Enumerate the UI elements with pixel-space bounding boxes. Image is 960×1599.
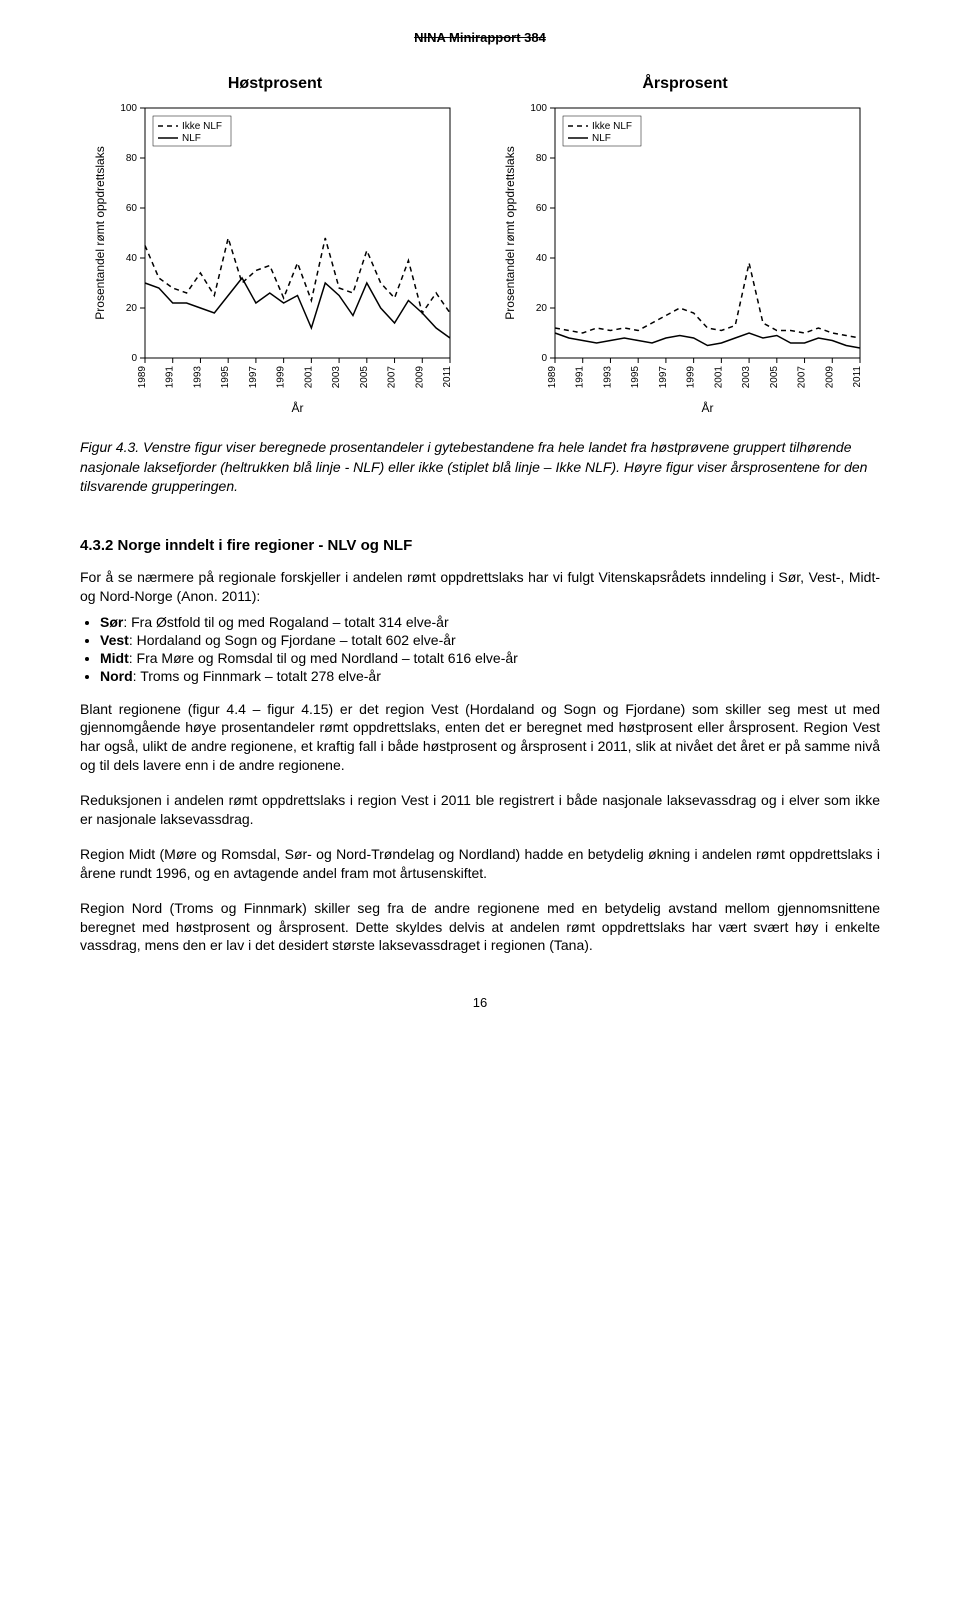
svg-text:1995: 1995 <box>220 366 231 389</box>
svg-text:60: 60 <box>126 203 138 214</box>
list-item: Nord: Troms og Finnmark – totalt 278 elv… <box>100 668 880 684</box>
charts-row: Høstprosent 0 20 40 60 80 100 1989 1991 1993 1995… <box>80 75 880 418</box>
svg-text:NLF: NLF <box>182 133 201 144</box>
svg-text:1991: 1991 <box>575 366 586 389</box>
section-heading: 4.3.2 Norge inndelt i fire regioner - NL… <box>80 537 880 554</box>
svg-text:1997: 1997 <box>658 366 669 389</box>
svg-text:1991: 1991 <box>165 366 176 389</box>
paragraph-4: Region Nord (Troms og Finnmark) skiller … <box>80 899 880 956</box>
bullet-bold: Nord <box>100 668 133 684</box>
svg-text:80: 80 <box>536 153 548 164</box>
svg-text:1999: 1999 <box>276 366 287 389</box>
svg-text:2011: 2011 <box>852 366 863 388</box>
svg-text:40: 40 <box>126 253 138 264</box>
svg-text:20: 20 <box>126 303 138 314</box>
figure-caption: Figur 4.3. Venstre figur viser beregnede… <box>80 438 880 497</box>
svg-text:2001: 2001 <box>713 366 724 389</box>
bullet-text: : Fra Østfold til og med Rogaland – tota… <box>123 614 448 630</box>
svg-text:År: År <box>702 400 714 415</box>
bullet-bold: Sør <box>100 614 123 630</box>
chart-left: Høstprosent 0 20 40 60 80 100 1989 1991 1993 1995… <box>80 75 470 418</box>
svg-text:2009: 2009 <box>824 366 835 389</box>
chart-right: Årsprosent 0 20 40 60 80 100 1989 1991 1993 1995 1… <box>490 75 880 418</box>
svg-text:Prosentandel rømt oppdrettslak: Prosentandel rømt oppdrettslaks <box>503 146 517 319</box>
chart-right-svg: 0 20 40 60 80 100 1989 1991 1993 1995 1997 1999 2001… <box>500 98 870 418</box>
svg-text:1989: 1989 <box>137 366 148 389</box>
chart-left-svg: 0 20 40 60 80 100 1989 1991 1993 1995 1997 1999 2001… <box>90 98 460 418</box>
section-intro: For å se nærmere på regionale forskjelle… <box>80 568 880 606</box>
svg-text:2007: 2007 <box>387 366 398 389</box>
paragraph-3: Region Midt (Møre og Romsdal, Sør- og No… <box>80 845 880 883</box>
list-item: Midt: Fra Møre og Romsdal til og med Nor… <box>100 650 880 666</box>
svg-text:Prosentandel rømt oppdrettslak: Prosentandel rømt oppdrettslaks <box>93 146 107 319</box>
svg-text:100: 100 <box>530 103 547 114</box>
list-item: Sør: Fra Østfold til og med Rogaland – t… <box>100 614 880 630</box>
svg-text:Ikke NLF: Ikke NLF <box>182 121 222 132</box>
bullet-list: Sør: Fra Østfold til og med Rogaland – t… <box>100 614 880 684</box>
svg-text:År: År <box>292 400 304 415</box>
bullet-text: : Troms og Finnmark – totalt 278 elve-år <box>133 668 381 684</box>
svg-text:2009: 2009 <box>414 366 425 389</box>
svg-text:Ikke NLF: Ikke NLF <box>592 121 632 132</box>
bullet-text: : Fra Møre og Romsdal til og med Nordlan… <box>129 650 518 666</box>
chart-left-title: Høstprosent <box>80 75 470 93</box>
svg-text:20: 20 <box>536 303 548 314</box>
svg-text:2003: 2003 <box>741 366 752 389</box>
svg-text:1993: 1993 <box>192 366 203 389</box>
svg-text:80: 80 <box>126 153 138 164</box>
svg-text:0: 0 <box>131 353 137 364</box>
chart-right-title: Årsprosent <box>490 75 880 93</box>
page-number: 16 <box>80 995 880 1010</box>
svg-text:2011: 2011 <box>442 366 453 388</box>
svg-text:1997: 1997 <box>248 366 259 389</box>
list-item: Vest: Hordaland og Sogn og Fjordane – to… <box>100 632 880 648</box>
svg-text:1995: 1995 <box>630 366 641 389</box>
figure-caption-prefix: Figur 4.3. <box>80 439 139 455</box>
report-header: NINA Minirapport 384 <box>80 30 880 45</box>
paragraph-2: Reduksjonen i andelen rømt oppdrettslaks… <box>80 791 880 829</box>
figure-caption-body: Venstre figur viser beregnede prosentand… <box>80 439 867 494</box>
svg-text:1993: 1993 <box>602 366 613 389</box>
svg-text:2003: 2003 <box>331 366 342 389</box>
svg-text:1989: 1989 <box>547 366 558 389</box>
svg-text:40: 40 <box>536 253 548 264</box>
svg-text:0: 0 <box>541 353 547 364</box>
svg-text:2005: 2005 <box>359 366 370 389</box>
svg-text:1999: 1999 <box>686 366 697 389</box>
paragraph-1: Blant regionene (figur 4.4 – figur 4.15)… <box>80 700 880 776</box>
svg-text:2007: 2007 <box>797 366 808 389</box>
svg-text:NLF: NLF <box>592 133 611 144</box>
bullet-bold: Vest <box>100 632 129 648</box>
svg-text:100: 100 <box>120 103 137 114</box>
svg-text:60: 60 <box>536 203 548 214</box>
svg-text:2001: 2001 <box>303 366 314 389</box>
bullet-text: : Hordaland og Sogn og Fjordane – totalt… <box>129 632 456 648</box>
svg-text:2005: 2005 <box>769 366 780 389</box>
bullet-bold: Midt <box>100 650 129 666</box>
